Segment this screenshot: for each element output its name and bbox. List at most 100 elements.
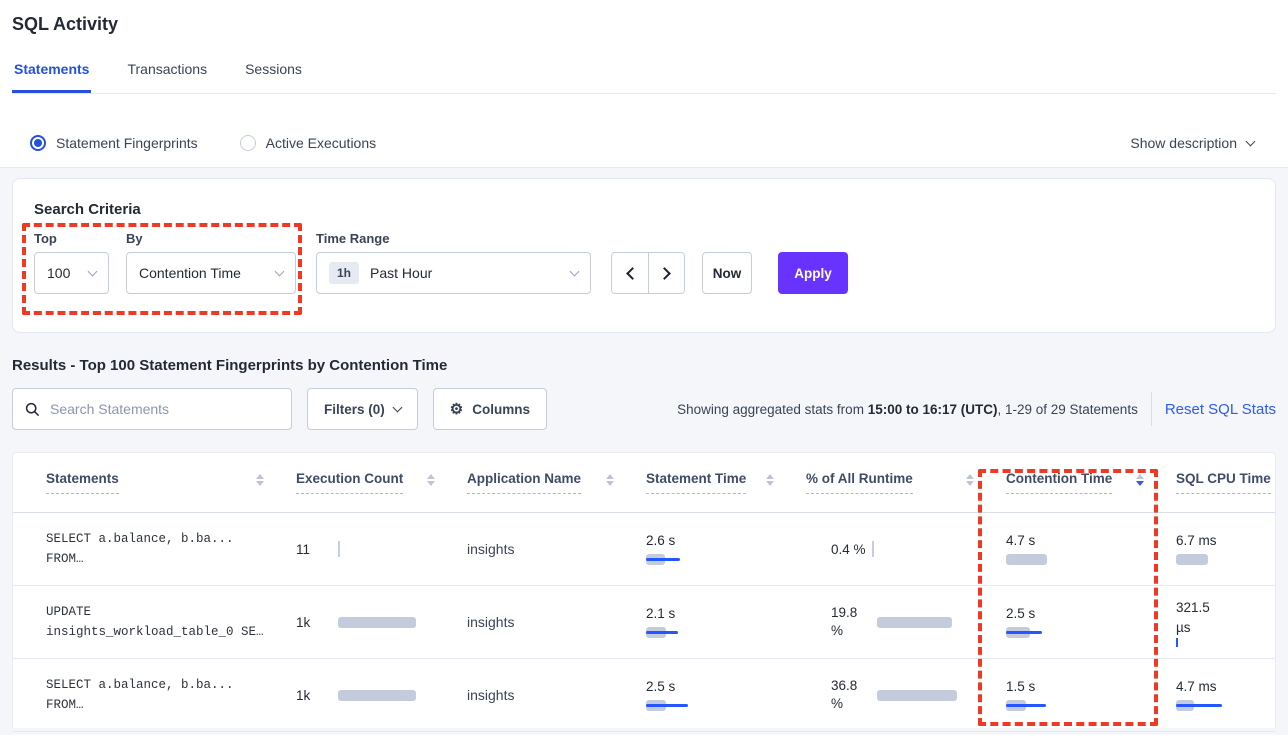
bar-gray-segment xyxy=(877,689,957,701)
column-header-execution-count[interactable]: Execution Count xyxy=(296,471,467,494)
table-body: SELECT a.balance, b.ba... FROM… 11 insights… xyxy=(13,513,1275,732)
reset-sql-stats-link[interactable]: Reset SQL Stats xyxy=(1164,400,1276,418)
column-header-application-name[interactable]: Application Name xyxy=(467,471,646,494)
column-header-of-all-runtime[interactable]: % of All Runtime xyxy=(806,471,1006,494)
contention-time-cell: 4.7 s xyxy=(1006,533,1176,565)
time-pager xyxy=(611,252,685,294)
search-criteria-card: Search Criteria Top 100 By Contention Ti… xyxy=(12,178,1276,333)
value-bar xyxy=(1006,627,1042,638)
apply-button[interactable]: Apply xyxy=(778,252,848,294)
top-select[interactable]: 100 xyxy=(34,252,109,294)
sort-icon[interactable] xyxy=(417,473,435,486)
sort-caret-up-icon xyxy=(1136,473,1144,479)
statement-text-line: SELECT a.balance, b.ba... xyxy=(46,532,234,546)
column-header-statements[interactable]: Statements xyxy=(46,471,296,494)
sort-icon[interactable] xyxy=(596,473,614,486)
sort-icon[interactable] xyxy=(1126,473,1144,486)
page-title: SQL Activity xyxy=(12,14,119,34)
bar-gray-segment xyxy=(1176,554,1208,565)
sort-caret-up-icon xyxy=(606,473,614,479)
execution-count-cell: 1k xyxy=(296,615,467,630)
results-heading: Results - Top 100 Statement Fingerprints… xyxy=(12,357,448,374)
contention-time-cell: 2.5 s xyxy=(1006,606,1176,638)
bar-gray-segment xyxy=(338,616,416,628)
by-label: By xyxy=(126,231,143,246)
statement-time-cell: 2.6 s xyxy=(646,533,806,565)
sql-cpu-time-cell-value: 321.5 µs xyxy=(1176,599,1210,635)
statement-time-cell: 2.5 s xyxy=(646,679,806,711)
column-header-label: Statements xyxy=(46,471,119,494)
show-description-toggle[interactable]: Show description xyxy=(1130,135,1256,151)
columns-button[interactable]: ⚙ Columns xyxy=(432,388,547,430)
sort-icon[interactable] xyxy=(246,473,264,486)
top-field: Top 100 xyxy=(34,231,109,294)
statement-time-cell-value: 2.6 s xyxy=(646,533,676,548)
value-bar xyxy=(646,627,678,638)
sort-caret-down-icon xyxy=(966,480,974,486)
column-header-label: Execution Count xyxy=(296,471,404,494)
statement-cell[interactable]: SELECT a.balance, b.ba... FROM… xyxy=(46,529,296,569)
execution-count-cell: 11 xyxy=(296,541,467,557)
statement-time-cell: 2.1 s xyxy=(646,606,806,638)
next-time-button[interactable] xyxy=(648,253,684,293)
statement-text-line: FROM… xyxy=(46,552,84,566)
page-header: SQL Activity Statements Transactions Ses… xyxy=(0,0,1288,94)
now-button[interactable]: Now xyxy=(702,252,752,294)
statements-table: Statements Execution Count Application Nam… xyxy=(12,452,1276,732)
time-range-badge: 1h xyxy=(329,262,360,284)
radio-statement-fingerprints[interactable]: Statement Fingerprints xyxy=(30,135,198,151)
gear-icon: ⚙ xyxy=(449,400,464,418)
value-bar xyxy=(1006,554,1047,565)
blue-tick-bar xyxy=(1176,637,1178,647)
chevron-down-icon xyxy=(1245,136,1256,146)
sql-cpu-time-cell: 4.7 ms xyxy=(1176,679,1275,711)
sort-caret-down-icon xyxy=(606,480,614,486)
time-range-field: Time Range 1h Past Hour xyxy=(316,231,591,294)
columns-label: Columns xyxy=(472,401,530,417)
statement-text-line: SELECT a.balance, b.ba... xyxy=(46,678,234,692)
chevron-down-icon xyxy=(392,402,403,412)
application-name-cell: insights xyxy=(467,687,515,703)
time-range-select[interactable]: 1h Past Hour xyxy=(316,252,591,294)
bar-gray-segment xyxy=(338,689,416,701)
table-row: SELECT a.balance, b.ba... FROM… 11 insights… xyxy=(13,513,1275,586)
time-range-value: Past Hour xyxy=(370,265,433,281)
contention-time-cell-value: 4.7 s xyxy=(1006,533,1036,548)
sort-caret-up-icon xyxy=(256,473,264,479)
statement-text-line: FROM… xyxy=(46,698,84,712)
statement-cell[interactable]: UPDATE insights_workload_table_0 SE… xyxy=(46,602,296,642)
sql-cpu-time-cell: 321.5 µs xyxy=(1176,598,1275,647)
radio-icon xyxy=(239,135,256,151)
search-statements-input[interactable] xyxy=(50,401,279,417)
sort-icon[interactable] xyxy=(756,473,774,486)
table-row: UPDATE insights_workload_table_0 SE… 1k ins… xyxy=(13,586,1275,659)
column-header-sql-cpu-time[interactable]: SQL CPU Time xyxy=(1176,471,1275,494)
sort-caret-up-icon xyxy=(966,473,974,479)
value-bar xyxy=(1176,700,1222,711)
chevron-down-icon xyxy=(274,266,285,276)
sort-caret-down-icon xyxy=(256,480,264,486)
column-header-statement-time[interactable]: Statement Time xyxy=(646,471,806,494)
search-icon xyxy=(25,402,40,416)
column-header-contention-time[interactable]: Contention Time xyxy=(1006,471,1176,494)
application-name-cell: insights xyxy=(467,541,515,557)
sort-icon[interactable] xyxy=(956,473,974,486)
tab-sessions[interactable]: Sessions xyxy=(245,61,302,77)
filters-button[interactable]: Filters (0) xyxy=(307,388,418,430)
radio-active-executions[interactable]: Active Executions xyxy=(239,135,376,151)
statement-cell[interactable]: SELECT a.balance, b.ba... FROM… xyxy=(46,675,296,715)
radio-icon xyxy=(30,135,46,151)
execution-count-value: 1k xyxy=(296,614,311,630)
gray-tick-bar xyxy=(871,541,874,557)
sort-caret-up-icon xyxy=(766,473,774,479)
previous-time-button[interactable] xyxy=(612,253,648,293)
by-select-value: Contention Time xyxy=(139,265,241,281)
view-toggle-band: Statement Fingerprints Active Executions… xyxy=(0,94,1288,168)
tab-transactions[interactable]: Transactions xyxy=(127,61,208,77)
top-select-value: 100 xyxy=(47,265,71,281)
by-select[interactable]: Contention Time xyxy=(126,252,296,294)
column-header-label: Application Name xyxy=(467,471,582,494)
value-bar xyxy=(338,689,416,701)
chevron-down-icon xyxy=(569,266,580,276)
tab-statements[interactable]: Statements xyxy=(12,61,92,93)
